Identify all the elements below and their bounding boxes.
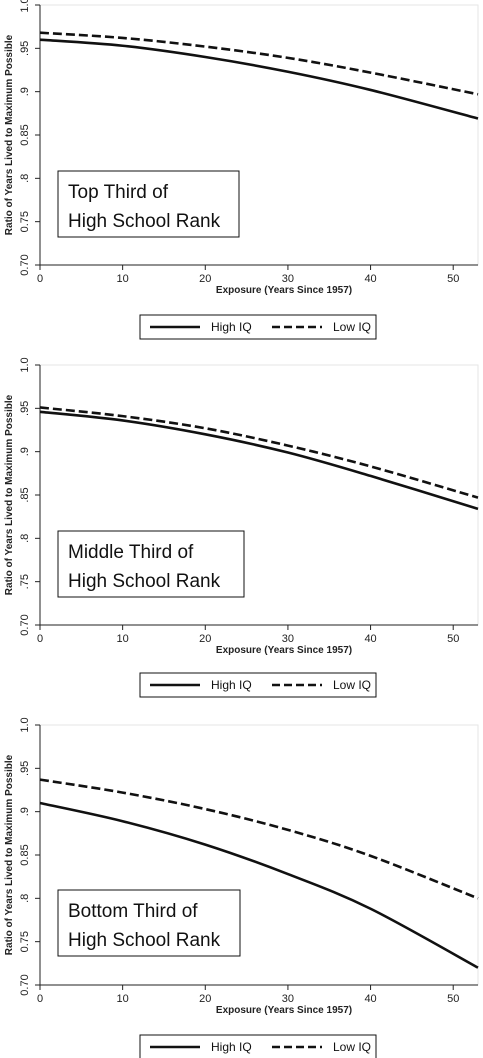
y-tick-label: .8 [19, 894, 31, 903]
legend-label-high-iq: High IQ [211, 320, 252, 334]
x-tick-label: 50 [447, 273, 459, 285]
y-axis-title: Ratio of Years Lived to Maximum Possible [4, 34, 15, 235]
y-tick-label: .95 [19, 401, 31, 416]
y-tick-label: 0.75 [19, 211, 31, 232]
x-tick-label: 40 [364, 633, 376, 645]
annotation-text: Top Third of [68, 182, 169, 203]
x-tick-label: 20 [199, 273, 211, 285]
legend: High IQ Low IQ [139, 314, 377, 340]
x-tick-label: 30 [282, 633, 294, 645]
annotation-box [57, 530, 245, 598]
chart-panel-1: 0.70 0.75 .8 0.85 .9 .95 1.0 0 10 20 30 40 50 Exposur… [4, 0, 479, 340]
y-tick-label: .8 [19, 174, 31, 183]
y-tick-label: .75 [19, 574, 31, 589]
y-tick-label: 0.75 [19, 931, 31, 952]
legend-box [139, 1034, 377, 1058]
y-tick-label: 0.85 [19, 844, 31, 865]
annotation-text: High School Rank [68, 930, 221, 951]
annotation-text: Bottom Third of [68, 901, 198, 922]
series-line-high-iq [39, 410, 479, 511]
y-tick-label: 1.0 [19, 717, 31, 732]
y-tick-label: .8 [19, 534, 31, 543]
legend-label-high-iq: High IQ [211, 678, 252, 692]
x-tick-label: 10 [117, 993, 129, 1005]
x-tick-label: 10 [117, 633, 129, 645]
x-axis-title: Exposure (Years Since 1957) [216, 285, 352, 296]
y-tick-label: 0.70 [19, 254, 31, 275]
annotation-box [57, 170, 240, 238]
y-tick-label: .85 [19, 487, 31, 502]
x-axis-title: Exposure (Years Since 1957) [216, 1005, 352, 1016]
y-axis-title: Ratio of Years Lived to Maximum Possible [4, 754, 15, 955]
annotation-box [57, 889, 241, 957]
y-tick-label: .95 [19, 41, 31, 56]
x-axis-title: Exposure (Years Since 1957) [216, 645, 352, 656]
series-line-high-iq [39, 38, 479, 120]
annotation-text: High School Rank [68, 571, 221, 592]
legend-label-low-iq: Low IQ [333, 1040, 371, 1054]
x-tick-label: 50 [447, 633, 459, 645]
chart-panel-3: 0.70 0.75 .8 0.85 .9 .95 1.0 0 10 20 30 40 50 Exposur… [4, 717, 479, 1058]
legend-label-low-iq: Low IQ [333, 320, 371, 334]
annotation-text: High School Rank [68, 211, 221, 232]
legend: High IQ Low IQ [139, 1034, 377, 1058]
series-line-low-iq [39, 406, 479, 499]
y-tick-label: .9 [19, 87, 31, 96]
x-tick-label: 40 [364, 993, 376, 1005]
chart-panel-2: 0.70 .75 .8 .85 .9 .95 1.0 0 10 20 30 40 50 Exposure … [4, 357, 479, 698]
x-tick-label: 40 [364, 273, 376, 285]
y-tick-label: 0.70 [19, 614, 31, 635]
x-tick-label: 20 [199, 633, 211, 645]
legend-label-low-iq: Low IQ [333, 678, 371, 692]
y-tick-label: 1.0 [19, 357, 31, 372]
y-tick-label: 1.0 [19, 0, 31, 13]
legend: High IQ Low IQ [139, 672, 377, 698]
x-tick-label: 0 [37, 273, 43, 285]
x-tick-label: 20 [199, 993, 211, 1005]
y-tick-label: .9 [19, 447, 31, 456]
x-tick-label: 30 [282, 993, 294, 1005]
series-line-low-iq [39, 778, 479, 900]
y-tick-label: .95 [19, 761, 31, 776]
x-tick-label: 30 [282, 273, 294, 285]
annotation-text: Middle Third of [68, 542, 194, 563]
y-axis-title: Ratio of Years Lived to Maximum Possible [4, 394, 15, 595]
y-tick-label: .9 [19, 807, 31, 816]
x-tick-label: 50 [447, 993, 459, 1005]
series-line-low-iq [39, 31, 479, 96]
series-line-high-iq [39, 801, 479, 969]
legend-label-high-iq: High IQ [211, 1040, 252, 1054]
y-tick-label: 0.70 [19, 974, 31, 995]
y-tick-label: 0.85 [19, 124, 31, 145]
x-tick-label: 0 [37, 633, 43, 645]
x-tick-label: 10 [117, 273, 129, 285]
x-tick-label: 0 [37, 993, 43, 1005]
